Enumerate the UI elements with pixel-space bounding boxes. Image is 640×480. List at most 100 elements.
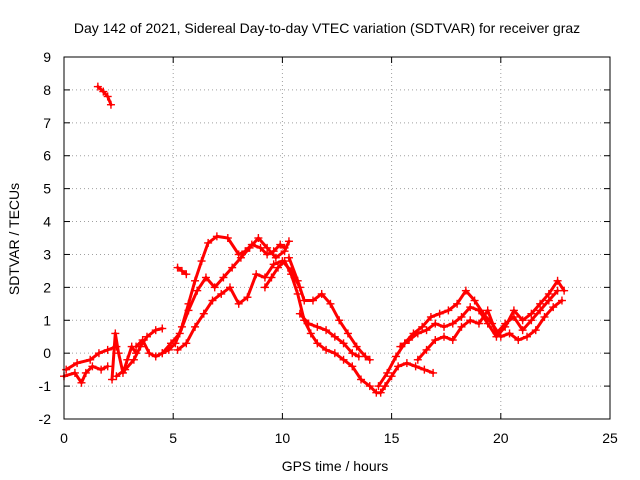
data-point <box>103 345 112 354</box>
data-point <box>274 263 283 272</box>
data-point <box>182 339 191 348</box>
data-point <box>357 375 366 384</box>
data-point <box>234 299 243 308</box>
data-point <box>448 319 457 328</box>
grid <box>64 57 610 419</box>
data-point <box>103 362 112 371</box>
data-point <box>317 289 326 298</box>
data-point <box>461 286 470 295</box>
y-tick-label: 2 <box>43 279 51 295</box>
data-point <box>396 342 405 351</box>
data-point <box>440 332 449 341</box>
data-point <box>271 253 280 262</box>
data-point <box>158 349 167 358</box>
data-point <box>352 342 361 351</box>
data-point <box>94 349 103 358</box>
data-point <box>223 234 232 242</box>
data-point <box>322 345 331 354</box>
x-tick-label: 15 <box>384 430 400 446</box>
data-point <box>429 368 438 377</box>
data-point <box>210 283 219 292</box>
data-point <box>151 352 160 361</box>
data-point <box>300 296 309 305</box>
series-k <box>284 253 374 364</box>
data-point <box>145 349 154 358</box>
data-point <box>518 326 527 335</box>
series-m <box>374 286 566 391</box>
data-point <box>474 319 483 328</box>
data-point <box>173 345 182 354</box>
x-tick-label: 5 <box>169 430 177 446</box>
data-point <box>217 289 226 298</box>
series-j <box>260 257 438 397</box>
data-point <box>466 303 475 312</box>
data-point <box>103 92 112 101</box>
data-point <box>199 309 208 318</box>
data-point <box>293 276 302 285</box>
data-point <box>544 296 553 305</box>
data-point <box>413 329 422 338</box>
data-point <box>376 388 385 397</box>
data-point <box>184 306 193 315</box>
data-point <box>142 332 151 341</box>
data-point <box>132 342 141 351</box>
data-point <box>426 312 435 321</box>
data-point <box>269 260 278 269</box>
series-c <box>93 82 115 109</box>
data-point <box>260 283 269 292</box>
data-point <box>304 319 313 328</box>
data-point <box>402 359 411 368</box>
data-point <box>177 266 186 275</box>
data-point <box>77 378 86 387</box>
data-point <box>444 306 453 315</box>
data-point <box>201 273 210 282</box>
data-point <box>365 382 374 391</box>
series-l <box>295 309 363 361</box>
data-point <box>483 306 492 315</box>
y-tick-label: 6 <box>43 148 51 164</box>
data-point <box>129 355 138 364</box>
data-point <box>173 263 182 272</box>
data-point <box>514 336 523 345</box>
data-point <box>470 296 479 305</box>
y-axis-label: SDTVAR / TECUs <box>6 183 22 295</box>
data-point <box>86 355 95 364</box>
data-point <box>138 336 147 345</box>
data-point <box>536 306 545 315</box>
data-point <box>254 234 263 242</box>
y-tick-label: -2 <box>39 411 52 427</box>
data-point <box>557 296 566 305</box>
data-point <box>374 382 383 391</box>
data-point <box>112 372 121 381</box>
data-point <box>422 326 431 335</box>
data-point <box>245 243 254 252</box>
series-e <box>112 324 167 381</box>
series-o <box>413 286 562 364</box>
data-point <box>182 270 191 279</box>
y-tick-label: 8 <box>43 82 51 98</box>
series-f <box>132 232 289 361</box>
series-i <box>173 263 191 279</box>
x-tick-label: 25 <box>602 430 618 446</box>
data-point <box>457 312 466 321</box>
data-point <box>191 322 200 331</box>
series-line <box>160 236 291 355</box>
x-axis-label: GPS time / hours <box>282 458 389 474</box>
data-point <box>431 319 440 328</box>
data-point <box>121 365 130 374</box>
data-point <box>114 349 123 358</box>
data-point <box>354 352 363 361</box>
data-point <box>284 237 293 246</box>
series-n <box>396 276 569 351</box>
x-tick-labels: 0 5 10 15 20 25 <box>60 430 618 446</box>
data-point <box>348 362 357 371</box>
data-point <box>418 322 427 331</box>
data-point <box>553 276 562 285</box>
data-point <box>518 316 527 325</box>
data-point <box>219 273 228 282</box>
y-tick-label: 9 <box>43 49 51 65</box>
data-point <box>228 263 237 272</box>
data-point <box>167 339 176 348</box>
data-point <box>505 329 514 338</box>
data-point <box>483 319 492 328</box>
